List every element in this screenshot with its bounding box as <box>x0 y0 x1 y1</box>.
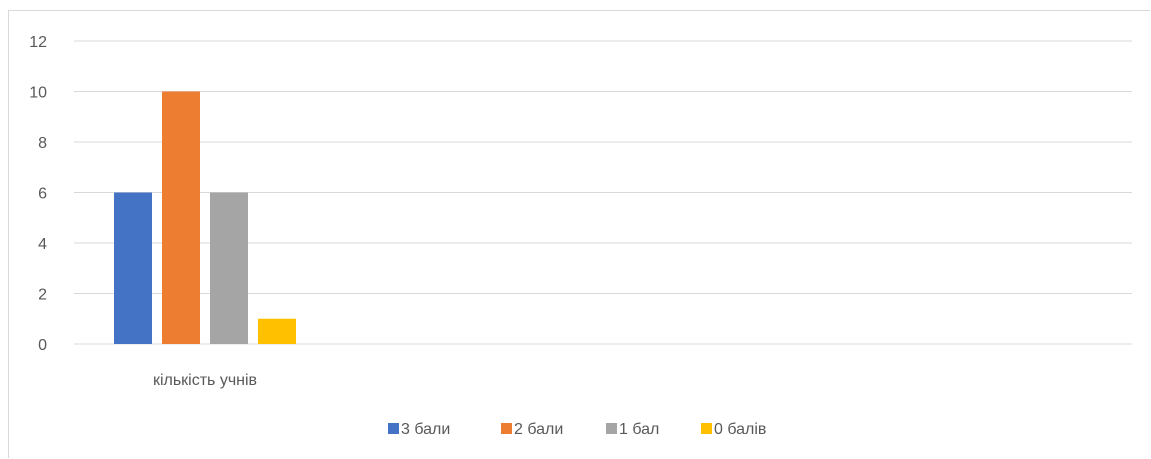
y-tick-label: 2 <box>38 287 47 304</box>
bars <box>114 91 296 344</box>
y-tick-label: 12 <box>29 34 47 51</box>
y-tick-label: 10 <box>29 85 47 102</box>
bar-4 <box>258 318 296 344</box>
legend: 3 бали 2 бали 1 бал 0 балів <box>388 421 766 438</box>
y-tick-label: 6 <box>38 186 47 203</box>
y-tick-label: 0 <box>38 337 47 354</box>
x-axis-categories: кількість учнів <box>153 372 257 389</box>
legend-swatch <box>606 423 617 434</box>
chart-frame <box>8 10 1150 458</box>
gridlines <box>74 40 1132 345</box>
y-tick-label: 8 <box>38 135 47 152</box>
bar-1 <box>114 192 152 344</box>
legend-label: 3 бали <box>401 421 450 438</box>
legend-label: 2 бали <box>514 421 563 438</box>
legend-label: 1 бал <box>619 421 659 438</box>
legend-swatch <box>701 423 712 434</box>
legend-swatch <box>388 423 399 434</box>
bar-3 <box>210 192 248 344</box>
legend-swatch <box>501 423 512 434</box>
x-category-label: кількість учнів <box>153 372 257 389</box>
bar-2 <box>162 91 200 344</box>
y-tick-label: 4 <box>38 236 47 253</box>
y-axis-ticks: 0 2 4 6 8 10 12 <box>29 34 47 354</box>
legend-label: 0 балів <box>714 421 766 438</box>
